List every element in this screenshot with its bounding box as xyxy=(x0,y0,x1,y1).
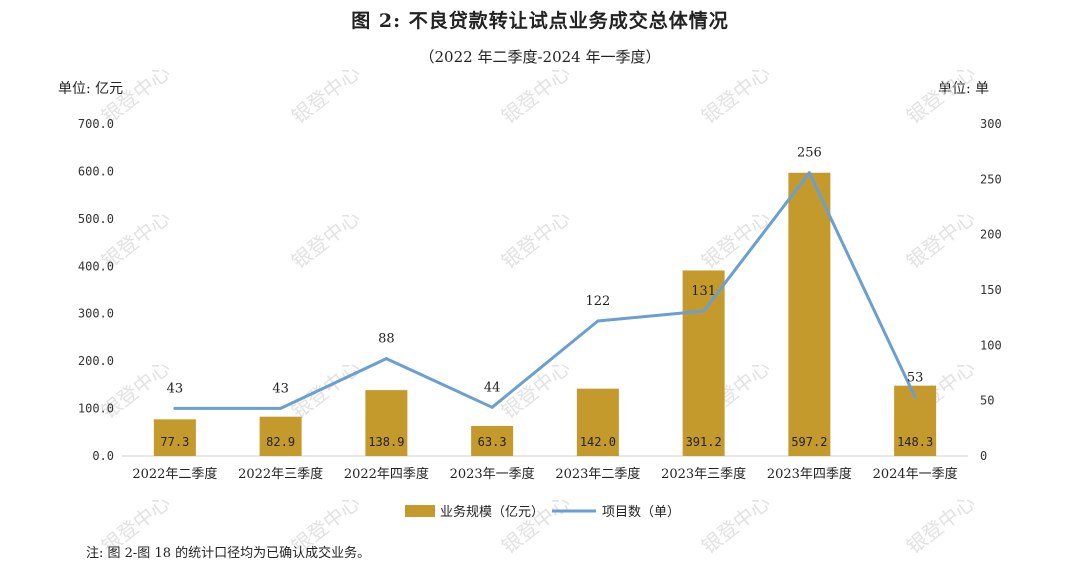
bar xyxy=(365,390,408,456)
bar-value-label: 597.2 xyxy=(791,435,827,449)
watermark-text: 银登中心 xyxy=(697,490,775,558)
right-axis-unit: 单位: 单 xyxy=(938,81,990,97)
x-tick-label: 2022年二季度 xyxy=(132,466,217,482)
line-point xyxy=(807,171,811,175)
y-left-tick-label: 400.0 xyxy=(78,259,114,273)
line-value-label: 122 xyxy=(585,294,610,309)
y-right-tick-label: 0 xyxy=(980,449,987,463)
line-value-label: 131 xyxy=(691,284,716,299)
watermark-text: 银登中心 xyxy=(287,60,365,128)
y-right-tick-label: 300 xyxy=(980,117,1002,131)
y-left-tick-label: 600.0 xyxy=(78,164,114,178)
line-point xyxy=(490,405,494,409)
y-right-tick-label: 200 xyxy=(980,228,1002,242)
line-point xyxy=(279,406,283,410)
bar-value-label: 77.3 xyxy=(160,435,189,449)
bar-value-label: 138.9 xyxy=(368,435,404,449)
bar xyxy=(259,416,302,456)
watermark-text: 银登中心 xyxy=(497,60,575,128)
watermark-text: 银登中心 xyxy=(497,205,575,273)
bar xyxy=(576,388,619,456)
bar xyxy=(153,419,196,456)
line-value-label: 256 xyxy=(797,146,822,161)
watermark-text: 银登中心 xyxy=(697,205,775,273)
y-right-tick-label: 100 xyxy=(980,338,1002,352)
watermark-text: 银登中心 xyxy=(287,355,365,423)
y-left-tick-label: 300.0 xyxy=(78,307,114,321)
x-tick-label: 2023年四季度 xyxy=(767,466,852,482)
left-axis-unit: 单位: 亿元 xyxy=(58,81,124,97)
line-value-label: 43 xyxy=(272,381,289,396)
watermark-text: 银登中心 xyxy=(287,205,365,273)
bar-value-label: 391.2 xyxy=(686,435,722,449)
chart-subtitle: （2022 年二季度-2024 年一季度） xyxy=(419,48,661,66)
line-point xyxy=(596,319,600,323)
y-left-tick-label: 200.0 xyxy=(78,354,114,368)
bar xyxy=(471,425,514,456)
line-point xyxy=(913,395,917,399)
legend-label-line: 项目数（单） xyxy=(602,505,680,520)
line-point xyxy=(173,406,177,410)
line-point xyxy=(384,357,388,361)
watermark-text: 银登中心 xyxy=(697,60,775,128)
watermark-text: 银登中心 xyxy=(902,490,980,558)
x-tick-label: 2023年二季度 xyxy=(555,466,640,482)
line-value-label: 88 xyxy=(378,332,395,347)
watermark-text: 银登中心 xyxy=(902,60,980,128)
x-tick-label: 2024年一季度 xyxy=(873,466,958,482)
y-right-tick-label: 50 xyxy=(980,394,994,408)
bar-value-label: 148.3 xyxy=(897,435,933,449)
y-left-tick-label: 100.0 xyxy=(78,402,114,416)
x-tick-label: 2022年四季度 xyxy=(344,466,429,482)
bar xyxy=(788,172,831,456)
x-tick-label: 2023年一季度 xyxy=(450,466,535,482)
watermark-text: 银登中心 xyxy=(902,205,980,273)
footnote: 注: 图 2-图 18 的统计口径均为已确认成交业务。 xyxy=(86,546,371,561)
line-point xyxy=(702,309,706,313)
bar-value-label: 82.9 xyxy=(266,435,295,449)
line-value-label: 44 xyxy=(484,380,501,395)
y-left-tick-label: 0.0 xyxy=(92,449,114,463)
line-series-projects xyxy=(174,171,917,410)
bar-value-label: 63.3 xyxy=(478,435,507,449)
bar xyxy=(682,270,725,456)
watermark-text: 银登中心 xyxy=(497,490,575,558)
bar-value-label: 142.0 xyxy=(580,435,616,449)
y-right-tick-label: 150 xyxy=(980,283,1002,297)
x-tick-label: 2022年三季度 xyxy=(238,466,323,482)
line-value-label: 43 xyxy=(167,381,184,396)
y-left-tick-label: 500.0 xyxy=(78,212,114,226)
legend-label-bar: 业务规模（亿元） xyxy=(440,504,544,520)
y-right-tick-label: 250 xyxy=(980,172,1002,186)
chart-title: 图 2: 不良贷款转让试点业务成交总体情况 xyxy=(351,10,729,32)
y-left-tick-label: 700.0 xyxy=(78,117,114,131)
watermark-text: 银登中心 xyxy=(497,355,575,423)
x-tick-label: 2023年三季度 xyxy=(661,466,746,482)
legend-swatch-bar xyxy=(405,505,435,517)
line-value-label: 53 xyxy=(907,370,924,385)
